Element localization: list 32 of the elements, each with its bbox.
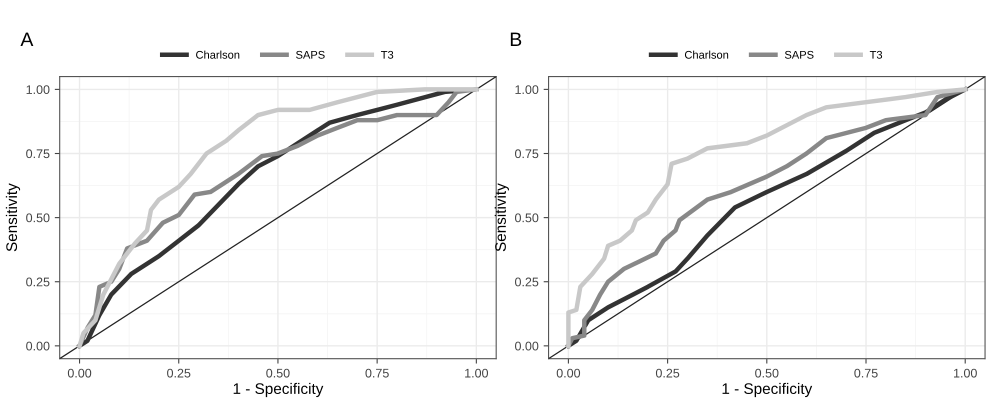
legend-label: Charlson	[684, 50, 728, 59]
y-tick-label: 0.00	[515, 342, 538, 350]
x-tick-label: 0.50	[755, 368, 778, 378]
y-tick-label: 0.00	[26, 342, 50, 350]
y-axis-title: Sensitivity	[6, 183, 20, 252]
x-tick-label: 0.00	[68, 368, 92, 378]
legend-label: SAPS	[784, 50, 814, 59]
y-tick-label: 0.50	[515, 213, 538, 222]
x-tick-label: 0.00	[556, 368, 580, 378]
y-tick-label: 1.00	[515, 85, 538, 94]
y-tick-label: 1.00	[26, 85, 50, 94]
x-tick-label: 0.25	[656, 368, 680, 378]
y-tick-label: 0.25	[515, 278, 538, 286]
y-tick-label: 0.50	[26, 213, 50, 222]
y-axis-title: Sensitivity	[494, 183, 509, 252]
x-tick-label: 0.25	[167, 368, 190, 378]
legend-label: Charlson	[196, 50, 240, 59]
x-tick-label: 0.75	[854, 368, 878, 378]
x-tick-label: 1.00	[954, 368, 977, 378]
y-tick-label: 0.75	[515, 149, 538, 158]
chart-title: A	[20, 32, 34, 46]
x-tick-label: 0.75	[365, 368, 389, 378]
legend-label: T3	[870, 50, 882, 59]
legend-label: T3	[380, 50, 394, 59]
y-tick-label: 0.25	[26, 278, 50, 286]
legend-label: SAPS	[296, 50, 325, 59]
x-tick-label: 0.50	[266, 368, 290, 378]
y-tick-label: 0.75	[26, 149, 50, 158]
x-axis-title: 1 - Specificity	[722, 382, 812, 398]
chart-title: B	[510, 32, 522, 46]
x-tick-label: 1.00	[465, 368, 488, 378]
x-axis-title: 1 - Specificity	[234, 382, 324, 398]
